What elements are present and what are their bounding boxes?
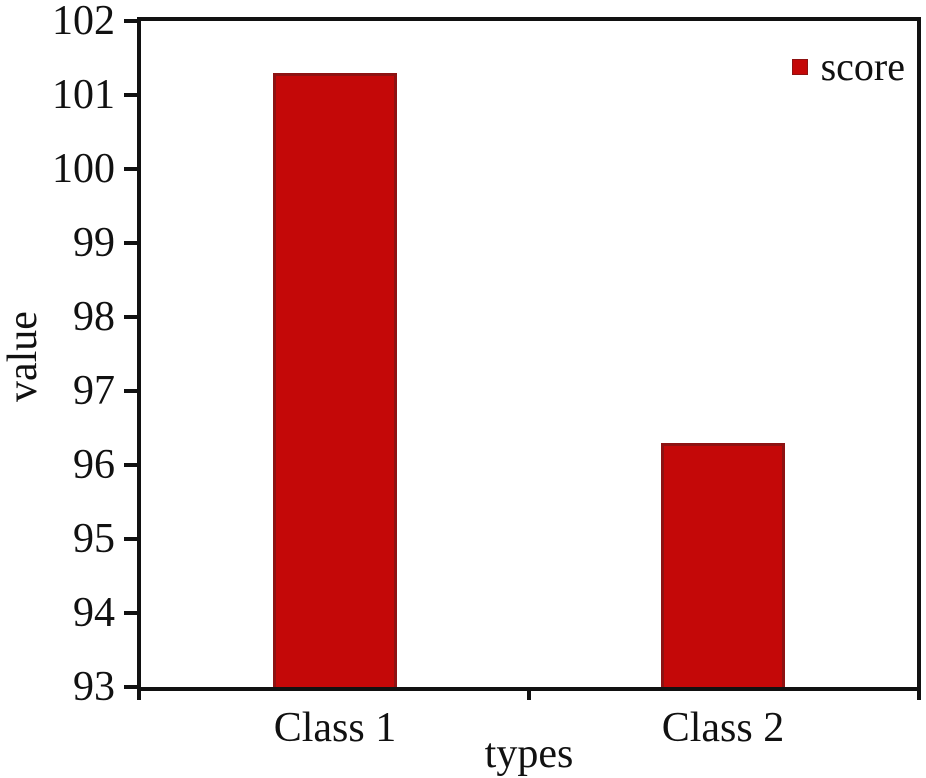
y-tick-mark-98	[124, 315, 137, 319]
legend-label: score	[820, 44, 905, 89]
y-axis-title: value	[0, 311, 46, 403]
y-tick-label-100: 100	[52, 146, 115, 192]
y-tick-label-94: 94	[73, 590, 115, 636]
y-tick-label-97: 97	[73, 368, 115, 414]
y-tick-label-102: 102	[52, 0, 115, 44]
x-tick-mark-1	[527, 689, 531, 700]
legend-swatch-score	[791, 59, 808, 75]
x-tick-mark-0	[137, 689, 141, 700]
y-tick-mark-95	[124, 537, 137, 541]
y-tick-mark-99	[124, 241, 137, 245]
bar-class-1	[273, 72, 397, 687]
y-tick-mark-96	[124, 463, 137, 467]
y-tick-label-95: 95	[73, 516, 115, 562]
x-tick-label-class-2: Class 2	[661, 705, 785, 751]
y-tick-mark-102	[124, 19, 137, 23]
y-tick-label-98: 98	[73, 294, 115, 340]
y-tick-mark-93	[124, 685, 137, 689]
y-tick-mark-94	[124, 611, 137, 615]
plot-area: score	[137, 17, 921, 691]
y-tick-label-101: 101	[52, 72, 115, 118]
x-tick-mark-2	[917, 689, 921, 700]
y-tick-mark-97	[124, 389, 137, 393]
y-tick-label-96: 96	[73, 442, 115, 488]
y-tick-mark-101	[124, 93, 137, 97]
y-tick-label-99: 99	[73, 220, 115, 266]
x-tick-label-class-1: Class 1	[273, 705, 397, 751]
y-tick-label-93: 93	[73, 664, 115, 710]
bar-class-2	[661, 442, 785, 687]
legend: score	[791, 44, 905, 89]
x-axis-title: types	[484, 731, 574, 777]
y-tick-mark-100	[124, 167, 137, 171]
